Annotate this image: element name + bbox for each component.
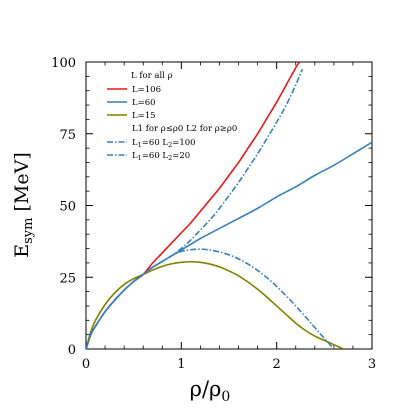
x-tick-label: 0 (82, 357, 90, 372)
series-line-5 (86, 248, 335, 349)
axis-ticks (85, 61, 373, 350)
y-axis-title: Esym [MeV] (11, 152, 36, 258)
y-tick-label: 0 (68, 343, 76, 358)
legend: L for all ρ L=106 L=60 L=15 L1 for ρ≤ρ0 L2 f… (107, 71, 237, 162)
x-tick-label: 2 (273, 357, 281, 372)
y-tick-label: 25 (59, 271, 76, 286)
x-axis-title: ρ/ρ0 (190, 377, 231, 405)
y-tick-label: 75 (59, 128, 76, 143)
x-axis-title-sub: 0 (221, 389, 230, 405)
legend-label-2: L=60 (132, 98, 156, 108)
y-tick-label: 100 (51, 56, 76, 71)
legend-header-2: L1 for ρ≤ρ0 L2 for ρ≥ρ0 (132, 124, 237, 134)
series-line-2 (86, 141, 372, 349)
plot-frame (85, 61, 373, 350)
x-tick-label: 3 (368, 357, 376, 372)
x-tick-label: 1 (177, 357, 185, 372)
x-axis-title-main: ρ/ρ (190, 377, 222, 401)
y-axis-title-main: E (11, 244, 33, 258)
y-axis-title-sub: sym (21, 218, 36, 244)
series-line-3 (86, 260, 344, 349)
y-axis-title-unit: [MeV] (11, 152, 33, 217)
legend-label-5: L1=60 L2=20 (132, 151, 190, 162)
series-line-1 (86, 62, 301, 349)
tick-labels: 0 1 2 3 0 25 50 75 100 (51, 56, 376, 372)
legend-header-1: L for all ρ (131, 71, 173, 81)
legend-label-4: L1=60 L2=100 (132, 138, 196, 149)
series-lines (86, 62, 372, 349)
y-tick-label: 50 (59, 200, 76, 215)
legend-label-3: L=15 (132, 111, 156, 121)
legend-label-1: L=106 (132, 85, 161, 95)
series-line-4 (86, 68, 304, 349)
